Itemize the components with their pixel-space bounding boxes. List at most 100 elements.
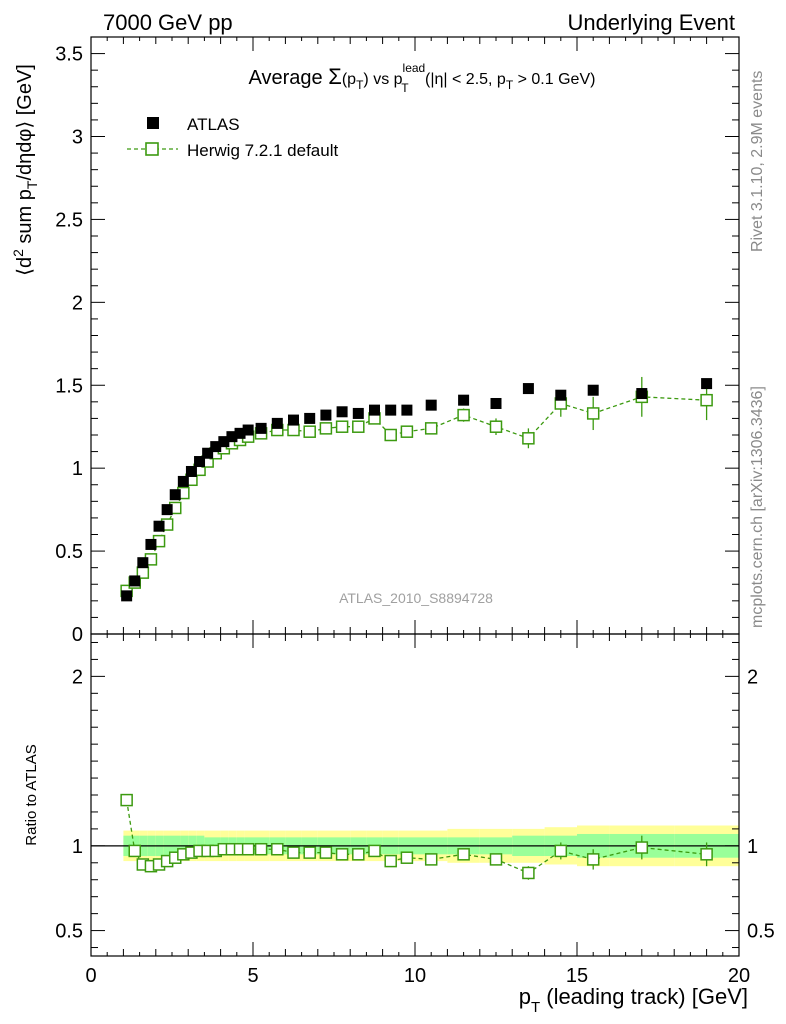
- legend-marker-herwig: [145, 142, 159, 156]
- herwig-point: [586, 407, 600, 420]
- atlas-point: [194, 456, 206, 468]
- atlas-point: [701, 378, 713, 390]
- ratio-point: [554, 844, 568, 858]
- atlas-point: [385, 404, 397, 416]
- herwig-point: [522, 432, 535, 445]
- ratio-point: [489, 853, 503, 866]
- ratio-point: [303, 846, 316, 859]
- x-tick-label: 10: [404, 965, 426, 987]
- ratio-panel-frame: [90, 633, 740, 957]
- header-right: Underlying Event: [567, 10, 735, 35]
- atlas-point: [304, 412, 316, 424]
- ratio-point: [368, 844, 381, 858]
- chart-title: Average Σ(pT) vs plead T (|η| < 2.5, pT >…: [249, 61, 596, 95]
- ratio-point: [128, 844, 141, 858]
- atlas-point: [218, 436, 230, 448]
- herwig-point: [700, 393, 713, 407]
- main-y-axis-label: ⟨d2 sum pT/dηdφ⟩ [GeV]: [10, 64, 40, 276]
- herwig-point: [287, 423, 300, 437]
- legend: ATLAS Herwig 7.2.1 default: [127, 115, 338, 160]
- atlas-point: [153, 520, 165, 532]
- legend-marker-atlas: [147, 117, 159, 129]
- atlas-point: [226, 431, 238, 443]
- atlas-point: [161, 504, 173, 516]
- ratio-y-tick-label: 0.5: [55, 921, 83, 943]
- atlas-point: [169, 489, 181, 501]
- atlas-point: [401, 404, 413, 416]
- ratio-point: [586, 853, 600, 866]
- ratio-point: [241, 842, 255, 856]
- ratio-point: [400, 851, 414, 864]
- main-panel: ATLAS_2010_S8894728 0 0.5 1 1.5 2 2.5 3 3.5 Ave…: [10, 36, 740, 646]
- atlas-point: [369, 404, 380, 416]
- main-y-tick-label: 1.5: [55, 375, 83, 397]
- herwig-point: [457, 408, 470, 422]
- atlas-point: [336, 406, 348, 418]
- ratio-point: [271, 842, 284, 856]
- atlas-point: [137, 557, 149, 569]
- atlas-point: [555, 389, 567, 401]
- ratio-point: [700, 848, 713, 861]
- herwig-point: [400, 425, 414, 438]
- ratio-point: [384, 854, 397, 868]
- main-panel-watermark: ATLAS_2010_S8894728: [339, 590, 493, 606]
- herwig-point: [489, 420, 503, 433]
- ratio-point: [287, 846, 300, 859]
- herwig-point: [319, 422, 333, 435]
- ratio-y-tick-label-right: 1: [747, 836, 758, 858]
- ratio-point: [635, 841, 649, 854]
- atlas-point: [185, 465, 197, 477]
- atlas-point: [177, 475, 189, 487]
- ratio-y-tick-label-right: 0.5: [747, 921, 775, 943]
- ratio-y-tick-label: 2: [72, 666, 83, 688]
- header-left: 7000 GeV pp: [103, 10, 233, 35]
- ratio-y-tick-label: 1: [72, 836, 83, 858]
- main-y-tick-label: 2: [72, 292, 83, 314]
- herwig-point: [384, 428, 397, 442]
- main-y-tick-label: 3: [72, 127, 83, 149]
- atlas-point: [271, 417, 283, 429]
- atlas-point: [320, 409, 332, 421]
- main-y-tick-label: 0: [72, 624, 83, 646]
- atlas-point: [288, 414, 299, 426]
- atlas-point: [255, 422, 267, 434]
- ratio-y-axis-label: Ratio to ATLAS: [23, 744, 40, 845]
- legend-label-atlas: ATLAS: [187, 115, 240, 134]
- atlas-point: [587, 384, 599, 396]
- herwig-point: [303, 425, 316, 438]
- main-y-tick-label: 2.5: [55, 209, 83, 231]
- atlas-point: [145, 538, 157, 550]
- atlas-point: [490, 397, 502, 409]
- atlas-point: [121, 590, 133, 602]
- main-y-tick-label: 3.5: [55, 44, 83, 66]
- x-tick-label: 0: [85, 965, 96, 987]
- ratio-herwig-line: [125, 799, 707, 874]
- atlas-point: [242, 424, 254, 436]
- ratio-point: [120, 793, 133, 807]
- main-y-tick-label: 1: [72, 458, 83, 480]
- ratio-panel: 0 5 10 15 20 0.5 0.5 1 1 2 2 Ratio to ATLAS pT (le…: [23, 633, 775, 1016]
- ratio-point: [319, 846, 333, 859]
- herwig-point: [335, 420, 349, 433]
- ratio-point: [335, 848, 349, 861]
- x-axis-label: pT (leading track) [GeV]: [519, 984, 748, 1016]
- side-label-rivet: Rivet 3.1.10, 2.9M events: [749, 71, 766, 252]
- ratio-point: [457, 848, 470, 861]
- herwig-point: [352, 420, 365, 433]
- atlas-point: [129, 575, 141, 587]
- herwig-line: [126, 396, 707, 592]
- ratio-point: [352, 848, 365, 861]
- x-tick-label: 5: [247, 965, 258, 987]
- atlas-point: [636, 388, 648, 400]
- x-tick-label: 20: [728, 965, 750, 987]
- atlas-point: [202, 447, 214, 459]
- main-y-tick-label: 0.5: [55, 541, 83, 563]
- legend-label-herwig: Herwig 7.2.1 default: [187, 141, 338, 160]
- atlas-point: [522, 383, 534, 395]
- ratio-point: [424, 853, 438, 866]
- atlas-point: [234, 427, 246, 439]
- atlas-point: [352, 407, 364, 419]
- herwig-point: [424, 422, 438, 435]
- x-tick-label: 15: [566, 965, 588, 987]
